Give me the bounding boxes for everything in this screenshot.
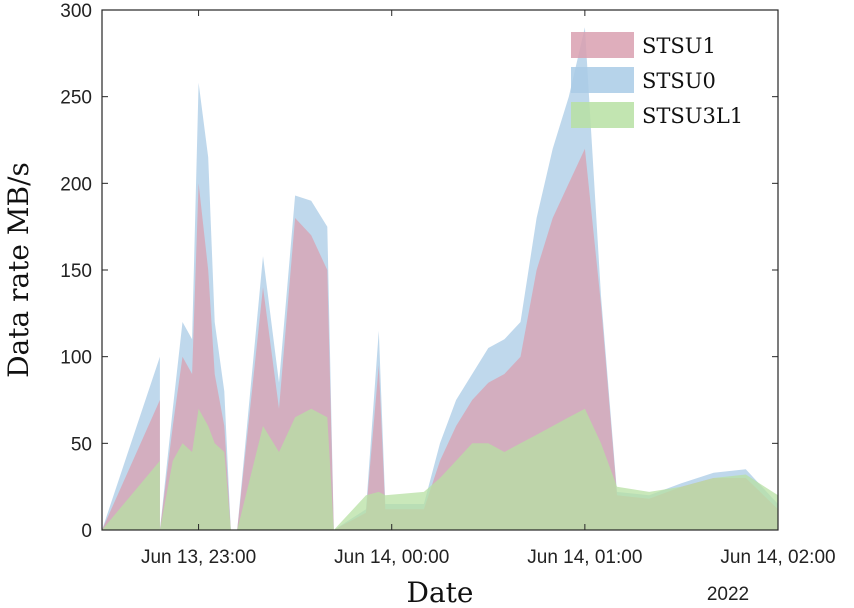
legend-swatch-stsu3l1: [571, 102, 634, 128]
series-area-stsu1: [102, 148, 778, 530]
year-label: 2022: [707, 584, 749, 605]
legend: STSU1 STSU0 STSU3L1: [571, 32, 743, 128]
y-tick-label: 0: [81, 521, 92, 542]
x-tick-label: Jun 14, 01:00: [527, 547, 642, 568]
y-tick-label: 200: [60, 174, 92, 195]
plot-area: [102, 27, 778, 531]
series-area-stsu3l1: [102, 408, 778, 530]
x-tick-label: Jun 14, 00:00: [334, 547, 449, 568]
legend-label-stsu1: STSU1: [642, 34, 716, 58]
y-tick-label: 250: [60, 88, 92, 109]
x-tick-label: Jun 14, 02:00: [720, 547, 835, 568]
legend-swatch-stsu1: [571, 32, 634, 58]
legend-label-stsu0: STSU0: [642, 69, 716, 93]
legend-swatch-stsu0: [571, 67, 634, 93]
y-axis-label: Data rate MB/s: [2, 162, 35, 378]
y-tick-label: 150: [60, 261, 92, 282]
y-tick-label: 300: [60, 1, 92, 22]
legend-label-stsu3l1: STSU3L1: [642, 104, 743, 128]
x-axis-label: Date: [407, 576, 474, 608]
axes: 0 50 100 150 200 250 300 Jun 13, 23:00 Jun 14, 0…: [60, 1, 835, 568]
x-tick-label: Jun 13, 23:00: [141, 547, 256, 568]
y-tick-label: 100: [60, 348, 92, 369]
y-tick-label: 50: [71, 434, 92, 455]
